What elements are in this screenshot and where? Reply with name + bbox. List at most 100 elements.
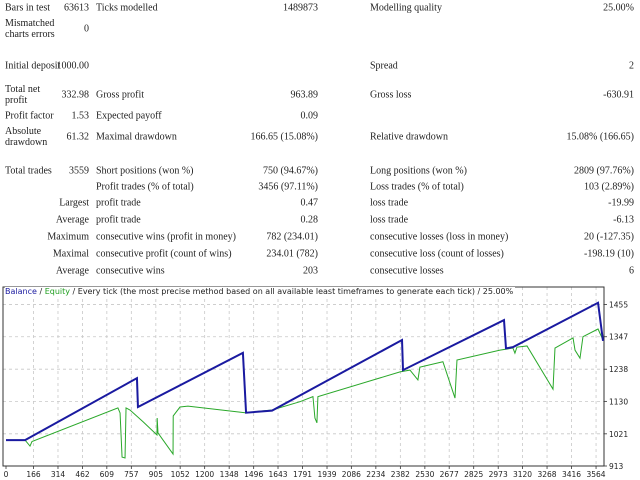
stat-value: 20 (-127.35) [584,231,634,243]
stat-label: Maximum [47,231,89,243]
x-tick-label: 166 [26,470,41,479]
y-tick-label: 1130 [609,397,628,406]
stat-label: consecutive losses (loss in money) [370,231,509,243]
stat-value: 0.09 [300,110,319,122]
stat-label: Ticks modelled [96,2,158,14]
stat-value: 166.65 (15.08%) [250,131,319,143]
stat-label: Long positions (won %) [370,165,467,177]
stat-label: Spread [370,60,398,72]
stat-label: Relative drawdown [370,131,449,143]
stat-label: Absolute drawdown [5,126,48,148]
stat-label: Short positions (won %) [96,165,194,177]
y-tick-label: 913 [609,462,624,471]
plot-area [3,287,604,466]
legend-balance: Balance [5,287,37,296]
x-tick-label: 3120 [513,470,532,479]
stat-value: -6.13 [613,214,634,226]
stat-value: 15.08% (166.65) [566,131,635,143]
stat-label: Loss trades (% of total) [370,181,464,193]
stat-value: 6 [629,265,634,277]
stat-label: consecutive wins [96,265,165,277]
y-tick-label: 1238 [609,365,628,374]
x-tick-label: 1791 [293,470,312,479]
chart-legend: Balance / Equity / Every tick (the most … [5,287,516,296]
x-tick-label: 3564 [586,470,605,479]
stat-label: Maximal [52,248,89,260]
stat-value: 0.28 [300,214,319,226]
x-tick-label: 1643 [268,470,287,479]
stat-value: 332.98 [61,89,90,101]
stat-value: 1000.00 [56,60,90,72]
x-tick-label: 462 [75,470,90,479]
stat-label: consecutive wins (profit in money) [96,231,236,243]
stat-value: 25.00% [603,2,634,14]
stat-value: 782 (234.01) [266,231,318,243]
stat-value: -198.19 (10) [584,248,634,260]
stat-value: 2 [629,60,634,72]
stat-value: 3456 (97.11%) [258,181,318,193]
stat-label: consecutive profit (count of wins) [96,248,232,260]
x-tick-label: 3268 [537,470,556,479]
x-tick-label: 905 [149,470,164,479]
equity-line [6,328,604,459]
stat-value: 0 [84,23,89,35]
x-tick-label: 1496 [244,470,263,479]
stat-label: Profit trades (% of total) [96,181,194,193]
x-tick-label: 1052 [171,470,190,479]
x-tick-label: 609 [100,470,115,479]
stat-label: Maximal drawdown [96,131,177,143]
stat-label: Mismatched charts errors [5,18,55,40]
stat-value: 1489873 [283,2,318,14]
stat-value: 963.89 [290,89,319,101]
stat-label: Gross profit [96,89,145,101]
y-tick-label: 1347 [609,333,628,342]
stat-label: Expected payoff [96,110,162,122]
stat-value: 234.01 (782) [266,248,318,260]
x-tick-label: 2234 [366,470,385,479]
x-tick-label: 1348 [220,470,239,479]
x-tick-label: 1939 [317,470,336,479]
x-tick-label: 1200 [195,470,214,479]
stat-label: Bars in test [5,2,50,14]
x-tick-label: 3416 [562,470,581,479]
stat-label: consecutive losses [370,265,444,277]
stat-label: Average [55,214,89,226]
stat-value: -19.99 [608,197,634,209]
x-tick-label: 0 [4,470,9,479]
stat-label: profit trade [96,214,141,226]
legend-description: / Every tick (the most precise method ba… [69,287,514,296]
stat-value: 61.32 [66,131,90,143]
stat-value: 750 (94.67%) [263,165,318,177]
stat-value: 0.47 [300,197,319,209]
stat-value: -630.91 [603,89,634,101]
y-tick-label: 1021 [609,430,628,439]
stat-value: 63613 [64,2,89,14]
stat-label: Profit factor [5,110,54,122]
y-tick-label: 1455 [609,301,628,310]
stat-value: 3559 [69,165,89,177]
x-tick-label: 757 [124,470,139,479]
x-tick-label: 2382 [391,470,410,479]
legend-equity: Equity [44,287,70,296]
stat-label: profit trade [96,197,141,209]
x-tick-label: 314 [51,470,66,479]
stat-value: 1.53 [71,110,90,122]
stat-label: loss trade [370,197,409,209]
balance-line [6,301,604,442]
legend-separator: / [36,287,45,296]
stat-label: loss trade [370,214,409,226]
stat-value: 203 [303,265,318,277]
x-tick-label: 2825 [464,470,483,479]
stat-label: Average [55,265,89,277]
stat-label: Modelling quality [370,2,442,14]
stat-value: 2809 (97.76%) [574,165,634,177]
balance-equity-chart: 0 166 314 462 609 757 905 1052 1200 1348 1496 1643 1… [2,286,628,479]
stat-label: Total net profit [5,84,41,106]
stat-value: 103 (2.89%) [584,181,634,193]
x-tick-label: 2973 [489,470,508,479]
stat-label: consecutive loss (count of losses) [370,248,504,260]
x-tick-label: 2530 [415,470,434,479]
x-tick-label: 2677 [440,470,459,479]
stat-label: Total trades [5,165,52,177]
stat-label: Largest [59,197,89,209]
